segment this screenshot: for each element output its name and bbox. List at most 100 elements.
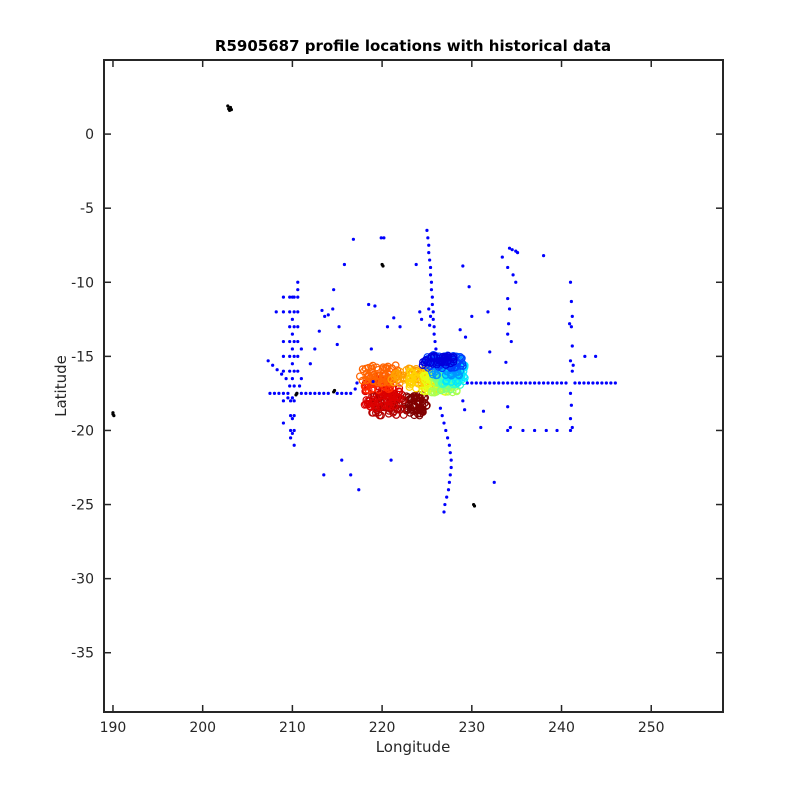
location-point <box>288 369 292 373</box>
location-point <box>600 381 604 385</box>
location-point <box>371 379 375 384</box>
location-point <box>506 332 510 336</box>
location-point <box>320 308 324 313</box>
location-point <box>483 381 487 385</box>
profile-marker <box>422 401 431 410</box>
location-point <box>288 399 293 403</box>
location-point <box>288 384 292 388</box>
location-point <box>431 317 435 321</box>
location-point <box>519 381 523 385</box>
x-axis-ticks: 190 200 210 220 230 240 250 <box>100 60 665 736</box>
y-tick-label: -10 <box>71 275 94 291</box>
location-point <box>508 425 512 430</box>
location-point <box>559 381 564 385</box>
location-point <box>281 399 286 403</box>
location-point <box>326 313 330 317</box>
location-point <box>281 391 286 396</box>
location-point <box>571 363 575 367</box>
y-tick-label: -5 <box>80 201 94 217</box>
location-point <box>440 414 444 418</box>
location-point <box>290 332 294 336</box>
location-point <box>369 347 373 351</box>
location-point <box>296 354 300 358</box>
location-point <box>497 381 501 385</box>
location-point <box>474 381 478 385</box>
x-tick-label: 240 <box>548 720 575 736</box>
profile-marker <box>419 371 428 380</box>
location-point <box>507 307 512 311</box>
location-point <box>510 381 514 385</box>
location-point <box>288 325 292 329</box>
location-point <box>521 428 525 433</box>
location-point <box>429 280 434 284</box>
location-point <box>488 350 492 354</box>
x-tick-label: 200 <box>189 720 216 736</box>
location-point <box>447 480 451 484</box>
location-point <box>533 381 537 385</box>
location-point <box>567 322 572 326</box>
location-point <box>398 325 402 329</box>
location-point <box>290 396 294 400</box>
location-point <box>382 236 386 240</box>
location-point <box>515 381 519 385</box>
location-point <box>568 417 573 421</box>
profile-marker <box>420 387 429 396</box>
profile-marker <box>365 402 374 410</box>
location-point <box>515 251 520 255</box>
location-point <box>577 381 582 385</box>
profile-marker <box>407 393 416 402</box>
location-point <box>470 314 474 318</box>
location-point <box>296 288 300 292</box>
location-point <box>380 262 384 267</box>
location-point <box>555 428 559 433</box>
profile-marker <box>406 378 415 387</box>
location-point <box>461 264 465 268</box>
profile-marker <box>441 355 450 363</box>
location-point <box>266 359 270 363</box>
location-point <box>467 285 471 289</box>
location-point <box>568 280 573 284</box>
location-point <box>594 354 598 358</box>
location-point <box>299 376 303 381</box>
location-point <box>427 307 431 311</box>
location-point <box>296 295 300 299</box>
location-point <box>290 317 294 321</box>
location-point <box>506 405 510 409</box>
location-point <box>226 104 230 108</box>
location-point <box>570 344 574 348</box>
location-point <box>570 425 574 430</box>
location-point <box>432 332 436 336</box>
profile-marker <box>415 411 424 420</box>
location-point <box>569 325 573 329</box>
location-point <box>296 325 300 329</box>
location-point <box>613 381 617 385</box>
location-point <box>442 510 446 514</box>
location-point <box>379 236 383 240</box>
location-point <box>290 295 294 299</box>
location-point <box>389 458 393 462</box>
location-point <box>286 391 290 396</box>
location-point <box>426 236 430 240</box>
x-axis-label: Longitude <box>376 738 451 756</box>
profile-marker <box>358 376 367 385</box>
profile-marker <box>364 386 373 395</box>
location-point <box>332 288 336 292</box>
location-point <box>308 391 312 396</box>
location-point <box>524 381 528 385</box>
location-point <box>385 325 390 329</box>
y-axis-ticks: 0 -5 -10 -15 -20 -25 -30 -35 <box>71 127 723 662</box>
location-point <box>583 354 587 358</box>
location-point <box>427 243 431 247</box>
location-point <box>447 443 451 447</box>
location-point <box>465 381 469 385</box>
location-point <box>337 325 341 329</box>
location-point <box>479 425 483 430</box>
location-point <box>428 323 432 327</box>
location-point <box>292 428 296 433</box>
location-point <box>331 307 335 311</box>
profile-clusters <box>356 351 469 420</box>
location-point <box>351 237 355 241</box>
location-point <box>544 428 548 433</box>
location-point <box>564 381 568 385</box>
location-point <box>353 387 357 391</box>
